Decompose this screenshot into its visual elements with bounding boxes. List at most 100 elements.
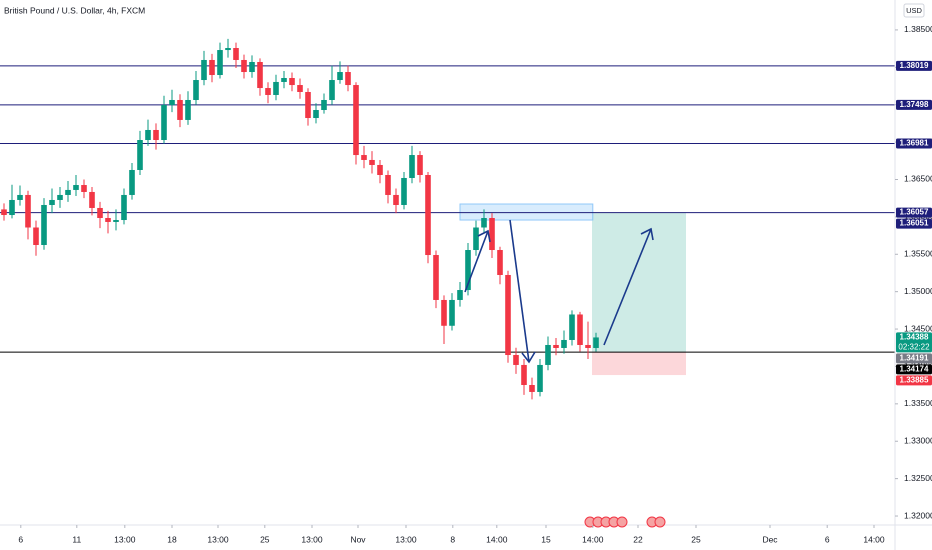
price-tag-label: 1.33885	[900, 376, 929, 385]
candle-body	[377, 164, 383, 175]
arrow-down	[509, 219, 530, 363]
candle-body	[89, 191, 95, 208]
candle-body	[217, 50, 223, 76]
event-icons	[584, 516, 666, 528]
candle-body	[129, 169, 135, 195]
y-tick-label: 1.35500	[904, 249, 932, 259]
arrow-up-2	[603, 228, 652, 346]
price-tag-label: 1.37498	[900, 100, 929, 109]
x-tick-label: 13:00	[395, 534, 417, 544]
candle-body	[73, 185, 79, 190]
candle-body	[593, 337, 599, 348]
candle-body	[497, 250, 503, 275]
candle-body	[505, 274, 511, 356]
y-tick-label: 1.34500	[904, 323, 932, 333]
y-tick-label: 1.38500	[904, 24, 932, 34]
y-tick-label: 1.35000	[904, 286, 932, 296]
candle-body	[433, 255, 439, 300]
candle-body	[153, 129, 159, 140]
candle-body	[105, 218, 111, 222]
chart-title: British Pound / U.S. Dollar, 4h, FXCM	[4, 5, 145, 15]
candle-body	[121, 194, 127, 221]
x-tick-label: Dec	[762, 534, 778, 544]
candle-body	[97, 207, 103, 219]
candle-body	[345, 72, 351, 86]
y-tick-label: 1.32000	[904, 510, 932, 520]
candle-body	[209, 59, 215, 76]
candle-body	[201, 59, 207, 81]
candle-body	[145, 129, 151, 140]
candle-body	[353, 85, 359, 156]
price-tag-label: 1.36057	[900, 208, 929, 217]
arrow-head	[521, 351, 536, 364]
x-tick-label: 22	[633, 534, 643, 544]
candle-body	[81, 185, 87, 192]
candle-body	[409, 155, 415, 178]
x-tick-label: 13:00	[114, 534, 136, 544]
candle-body	[41, 204, 47, 245]
candle-body	[473, 227, 479, 251]
candle-body	[337, 72, 343, 81]
candle-body	[401, 177, 407, 205]
candle-body	[25, 194, 31, 228]
candle-body	[585, 344, 591, 348]
candle-body	[297, 85, 303, 92]
candle-body	[569, 314, 575, 340]
candle-body	[553, 344, 559, 348]
x-tick-label: 14:00	[486, 534, 508, 544]
price-tag	[896, 60, 932, 71]
x-tick-label: 6	[825, 534, 830, 544]
currency-label[interactable]: USD	[906, 6, 922, 15]
candle-body	[265, 88, 271, 95]
currency-button[interactable]	[903, 3, 925, 18]
candle-body	[321, 99, 327, 111]
candle-body	[425, 175, 431, 256]
candle-body	[241, 59, 247, 73]
price-tag	[896, 364, 932, 375]
candle-body	[449, 299, 455, 326]
candle-body	[257, 61, 263, 89]
candle-body	[313, 110, 319, 119]
x-tick-label: 14:00	[863, 534, 885, 544]
candle-body	[385, 175, 391, 195]
candle-body	[177, 99, 183, 120]
candle-body	[113, 220, 119, 222]
candle-body	[369, 159, 375, 165]
candle-body	[233, 48, 239, 60]
candle-body	[561, 339, 567, 348]
stop-zone	[592, 352, 686, 376]
candle-body	[457, 290, 463, 300]
x-tick-label: 14:00	[582, 534, 604, 544]
candle-body	[169, 99, 175, 105]
price-tag	[896, 99, 932, 110]
candle-body	[281, 78, 287, 82]
drawn-arrows	[464, 219, 654, 364]
candle-body	[305, 91, 311, 119]
candle-body	[17, 194, 23, 200]
target-zone	[592, 213, 686, 353]
y-tick-label: 1.33500	[904, 398, 932, 408]
candle-body	[393, 194, 399, 205]
event-icon	[654, 516, 666, 528]
price-tag-label: 1.36051	[900, 219, 929, 228]
x-tick-label: Nov	[350, 534, 366, 544]
event-icon	[616, 516, 628, 528]
price-tag	[896, 218, 932, 229]
price-tag-label: 1.34388	[900, 333, 929, 342]
candle-body	[441, 299, 447, 326]
candle-body	[481, 218, 487, 228]
candle-body	[545, 344, 551, 365]
x-tick-label: 15	[541, 534, 551, 544]
candle-body	[33, 227, 39, 245]
candle-body	[185, 99, 191, 120]
price-tag	[896, 353, 932, 364]
candle-body	[537, 364, 543, 392]
candle-body	[9, 199, 15, 216]
x-tick-label: 13:00	[207, 534, 229, 544]
candle-body	[361, 155, 367, 160]
candle-body	[137, 140, 143, 170]
candle-body	[161, 105, 167, 140]
x-tick-label: 11	[72, 534, 81, 544]
y-tick-label: 1.36500	[904, 174, 932, 184]
